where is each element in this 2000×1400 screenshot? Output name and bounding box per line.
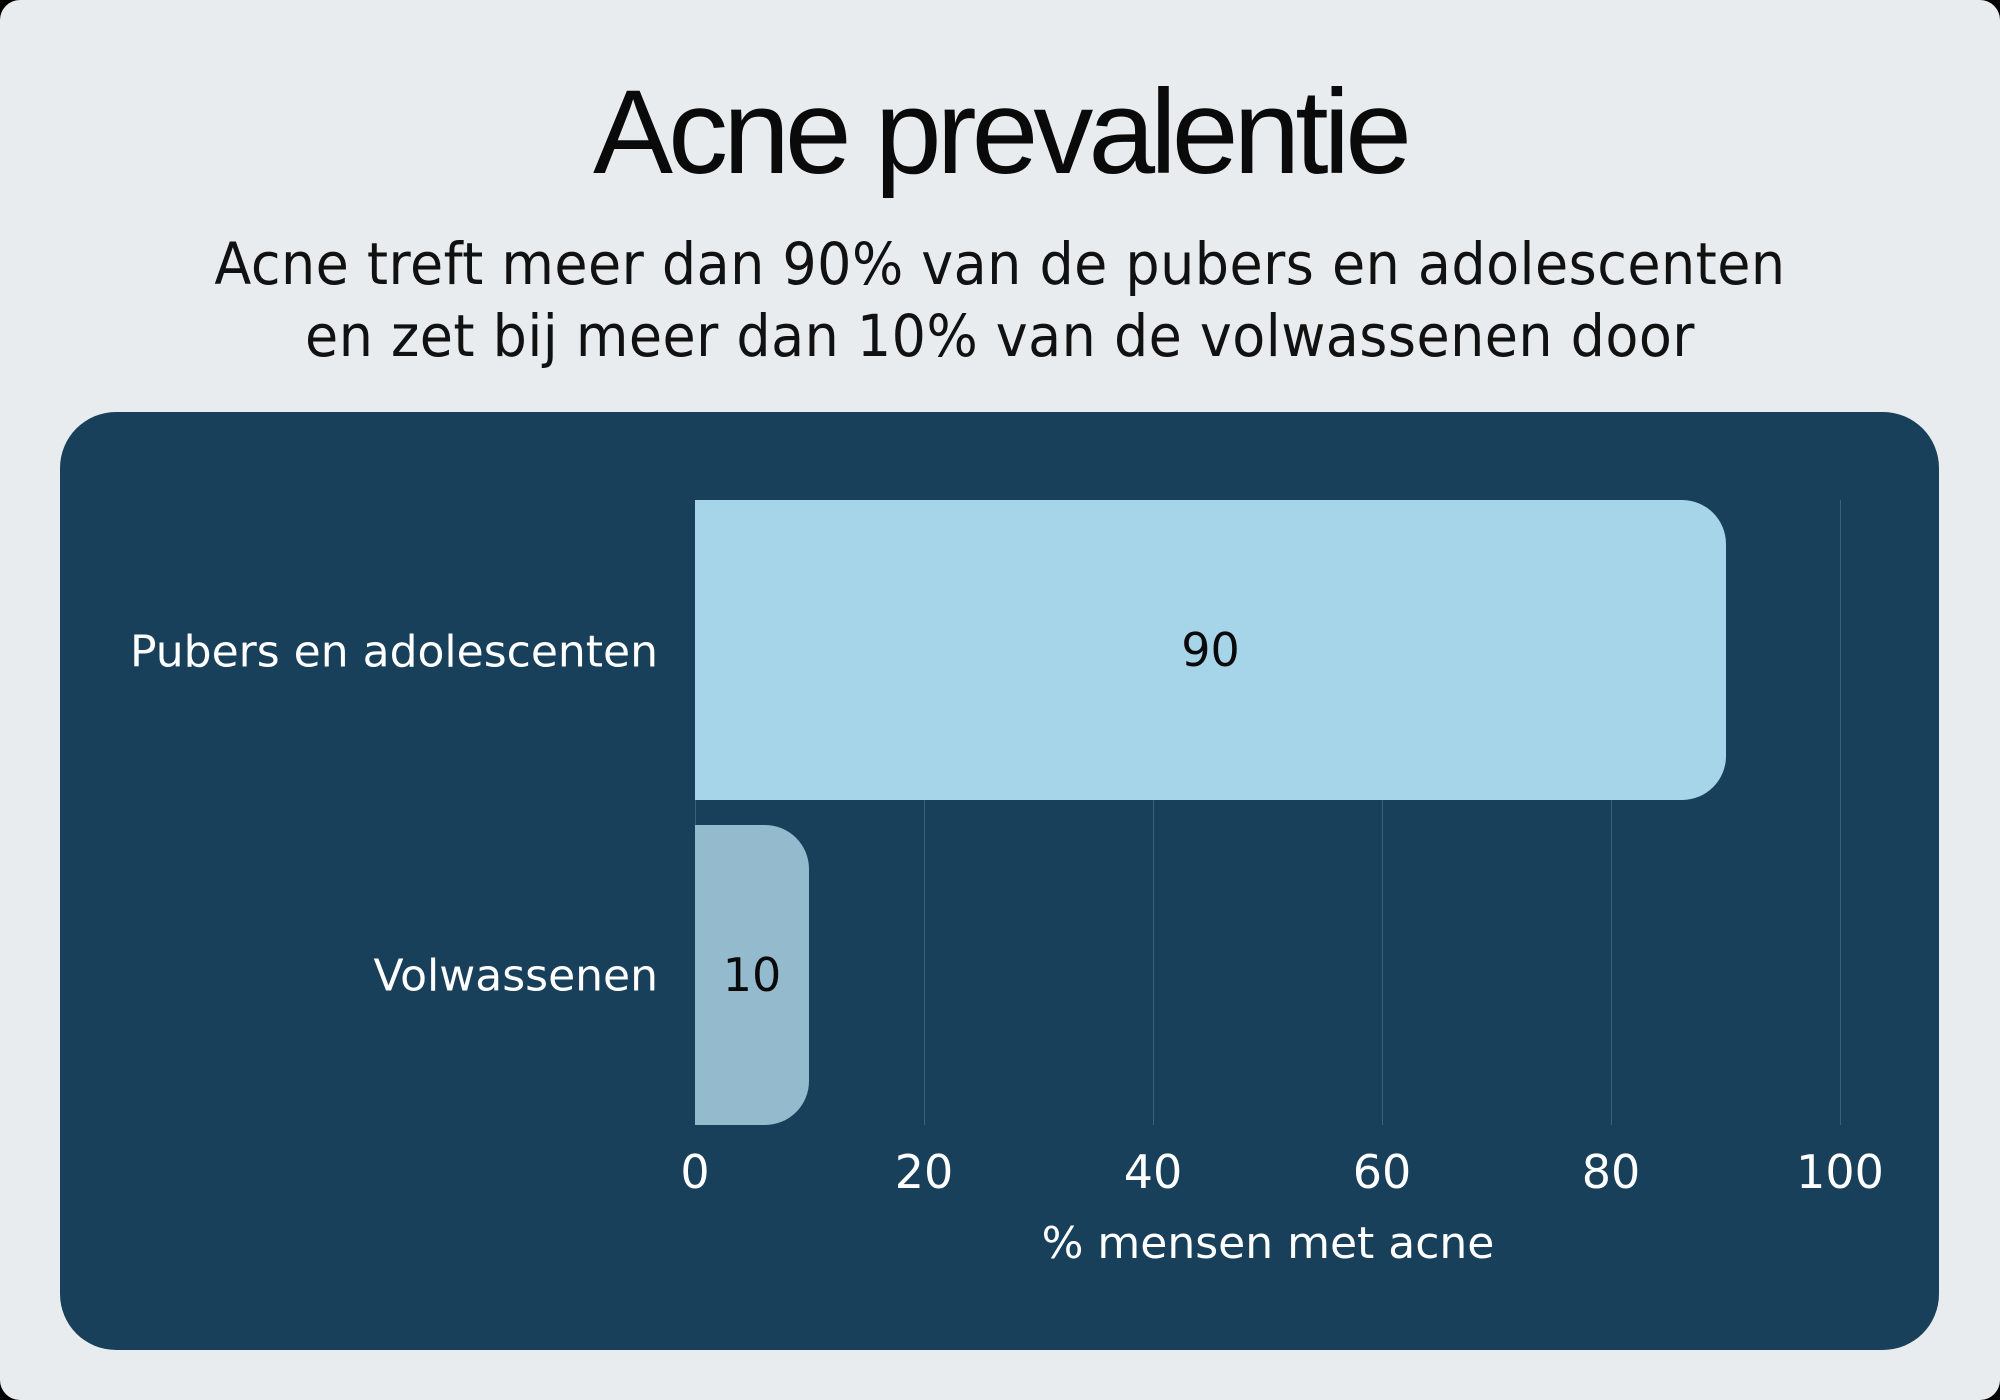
x-axis-label: % mensen met acne [1041, 1218, 1495, 1269]
x-tick-80: 80 [1581, 1145, 1641, 1199]
gridline-80 [1611, 800, 1612, 1125]
subtitle-line-1: Acne treft meer dan 90% van de pubers en… [214, 230, 1786, 298]
category-label-volwassenen: Volwassenen [373, 950, 658, 1002]
bar-pubers-en-adolescenten: 90 [695, 500, 1726, 800]
category-label-pubers: Pubers en adolescenten [130, 626, 658, 678]
bar-volwassenen: 10 [695, 825, 809, 1125]
chart-title: Acne prevalentie [593, 65, 1412, 199]
x-tick-100: 100 [1796, 1145, 1884, 1199]
gridline-20 [924, 800, 925, 1125]
x-tick-60: 60 [1352, 1145, 1412, 1199]
gridline-100 [1840, 500, 1841, 1125]
bar-value-label: 10 [722, 948, 782, 1002]
x-tick-20: 20 [894, 1145, 954, 1199]
chart-subtitle: Acne treft meer dan 90% van de pubers en… [70, 228, 1930, 372]
subtitle-line-2: en zet bij meer dan 10% van de volwassen… [305, 302, 1695, 370]
x-tick-0: 0 [680, 1145, 710, 1199]
gridline-40 [1153, 800, 1154, 1125]
bar-value-label: 90 [1181, 623, 1240, 677]
gridline-60 [1382, 800, 1383, 1125]
x-tick-40: 40 [1123, 1145, 1183, 1199]
